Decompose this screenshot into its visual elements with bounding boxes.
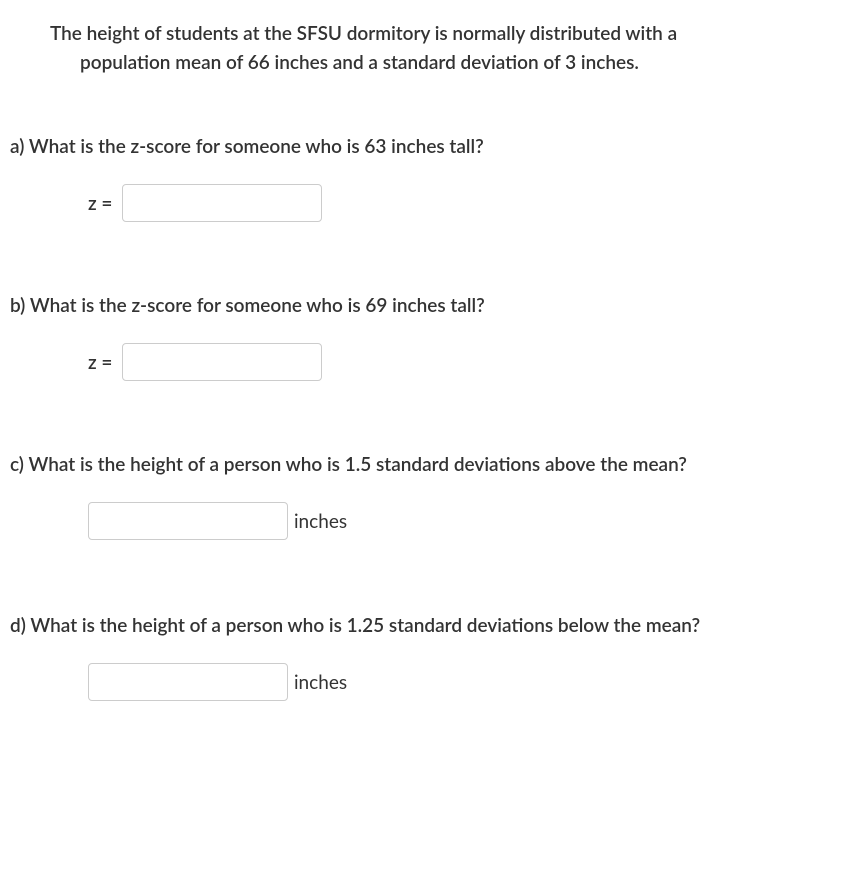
question-c-input[interactable]: [88, 502, 288, 540]
question-a: a) What is the z-score for someone who i…: [10, 135, 855, 222]
question-b-answer-row: z =: [10, 343, 855, 381]
question-c: c) What is the height of a person who is…: [10, 453, 855, 540]
question-b: b) What is the z-score for someone who i…: [10, 294, 855, 381]
question-d-text: d) What is the height of a person who is…: [10, 614, 855, 637]
question-a-text: a) What is the z-score for someone who i…: [10, 135, 855, 158]
question-c-unit: inches: [294, 510, 347, 533]
question-b-input[interactable]: [122, 343, 322, 381]
question-d-unit: inches: [294, 671, 347, 694]
question-a-answer-row: z =: [10, 184, 855, 222]
question-c-answer-row: inches: [10, 502, 855, 540]
question-a-input[interactable]: [122, 184, 322, 222]
question-c-text: c) What is the height of a person who is…: [10, 453, 855, 476]
intro-line1: The height of students at the SFSU dormi…: [50, 20, 855, 49]
question-a-label: z =: [88, 192, 112, 215]
intro-text: The height of students at the SFSU dormi…: [10, 20, 855, 77]
question-d-answer-row: inches: [10, 663, 855, 701]
question-b-text: b) What is the z-score for someone who i…: [10, 294, 855, 317]
question-d-input[interactable]: [88, 663, 288, 701]
question-b-label: z =: [88, 351, 112, 374]
question-d: d) What is the height of a person who is…: [10, 614, 855, 701]
intro-line2: population mean of 66 inches and a stand…: [50, 49, 855, 78]
